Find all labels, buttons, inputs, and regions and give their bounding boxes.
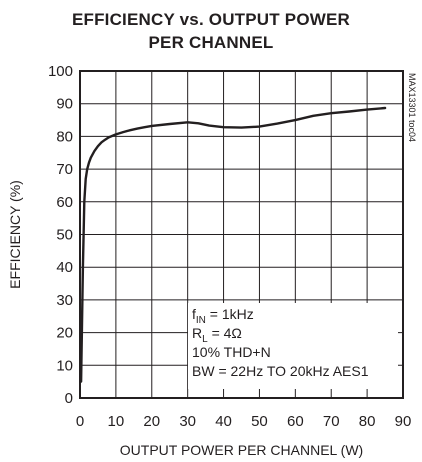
- x-tick-label: 80: [359, 413, 376, 430]
- y-tick-label: 20: [56, 325, 73, 342]
- chart-title-line-2: PER CHANNEL: [148, 33, 274, 52]
- y-tick-label: 50: [56, 227, 73, 244]
- y-tick-label: 40: [56, 259, 73, 276]
- annotation-line: BW = 22Hz TO 20kHz AES1: [192, 363, 369, 379]
- y-tick-label: 100: [48, 63, 73, 80]
- efficiency-series-line: [79, 106, 387, 383]
- x-tick-labels: 0 10 20 30 40 50 60 70 80 90: [76, 413, 412, 430]
- x-tick-label: 40: [215, 413, 232, 430]
- chart-title-line-1: EFFICIENCY vs. OUTPUT POWER: [71, 10, 351, 29]
- y-tick-label: 80: [56, 128, 73, 145]
- plot-frame: [79, 70, 404, 399]
- x-tick-label: 30: [179, 413, 196, 430]
- y-tick-labels: 0 10 20 30 40 50 60 70 80 90 100: [48, 63, 73, 407]
- x-tick-label: 60: [287, 413, 304, 430]
- x-tick-label: 50: [251, 413, 268, 430]
- y-tick-label: 30: [56, 292, 73, 309]
- x-tick-label: 20: [143, 413, 160, 430]
- x-tick-label: 0: [76, 413, 84, 430]
- annotation-line: 10% THD+N: [192, 344, 271, 360]
- y-tick-label: 60: [56, 194, 73, 211]
- chart-title: EFFICIENCY vs. OUTPUT POWER PER CHANNEL: [0, 8, 422, 54]
- x-tick-label: 70: [323, 413, 340, 430]
- x-axis-label: OUTPUT POWER PER CHANNEL (W): [120, 442, 363, 458]
- figure-code-label: MAX13301 toc04: [407, 73, 417, 142]
- annotation-line: RL = 4Ω: [192, 325, 242, 345]
- y-tick-label: 0: [65, 390, 73, 407]
- annotation-line: fIN = 1kHz: [192, 306, 254, 326]
- plot-area: [79, 106, 387, 383]
- y-axis-label: EFFICIENCY (%): [7, 180, 23, 289]
- y-tick-label: 70: [56, 161, 73, 178]
- annotation-background: [188, 303, 398, 389]
- x-tick-label: 10: [108, 413, 125, 430]
- x-tick-label: 90: [395, 413, 412, 430]
- y-tick-label: 90: [56, 96, 73, 113]
- y-tick-label: 10: [56, 357, 73, 374]
